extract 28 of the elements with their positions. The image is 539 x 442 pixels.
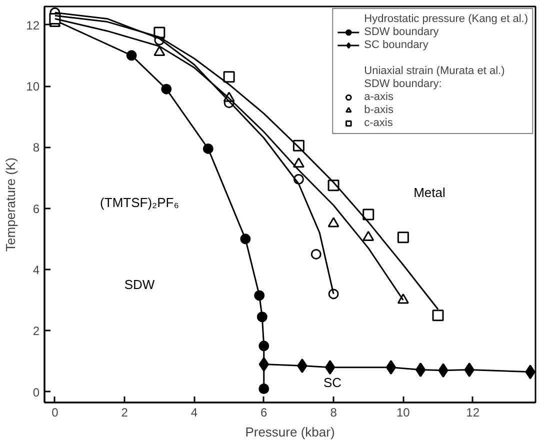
legend-label: b-axis — [364, 104, 394, 116]
x-tick-label: 10 — [396, 406, 410, 420]
annotation: Metal — [414, 185, 446, 200]
x-tick-label: 8 — [330, 406, 338, 420]
x-tick-label: 2 — [121, 406, 128, 420]
annotation: SDW — [124, 277, 156, 292]
legend-label: c-axis — [364, 117, 393, 129]
y-tick-label: 4 — [32, 262, 40, 277]
annotation: SC — [323, 375, 342, 390]
x-tick-label: 4 — [190, 406, 198, 420]
x-tick-label: 12 — [466, 406, 480, 420]
legend-label: SC boundary — [364, 39, 428, 51]
y-tick-label: 8 — [32, 140, 40, 155]
x-axis-title: Pressure (kbar) — [245, 424, 335, 440]
y-tick-label: 6 — [32, 202, 40, 216]
y-axis-title: Temperature (K) — [3, 158, 18, 252]
x-tick-label: 6 — [260, 406, 268, 420]
annotation: (TMTSF)₂PF₆ — [100, 195, 179, 210]
legend-label: SDW boundary — [364, 26, 439, 38]
annotation: Uniaxial strain (Murata et al.) — [364, 65, 505, 77]
y-tick-label: 12 — [26, 18, 40, 32]
legend-label: a-axis — [364, 91, 394, 103]
y-tick-label: 0 — [32, 385, 40, 400]
annotation: SDW boundary: — [364, 78, 442, 90]
y-tick-label: 2 — [32, 324, 40, 338]
y-tick-label: 10 — [26, 80, 40, 94]
legend-title: Hydrostatic pressure (Kang et al.) — [364, 13, 528, 25]
x-tick-label: 0 — [52, 406, 59, 420]
